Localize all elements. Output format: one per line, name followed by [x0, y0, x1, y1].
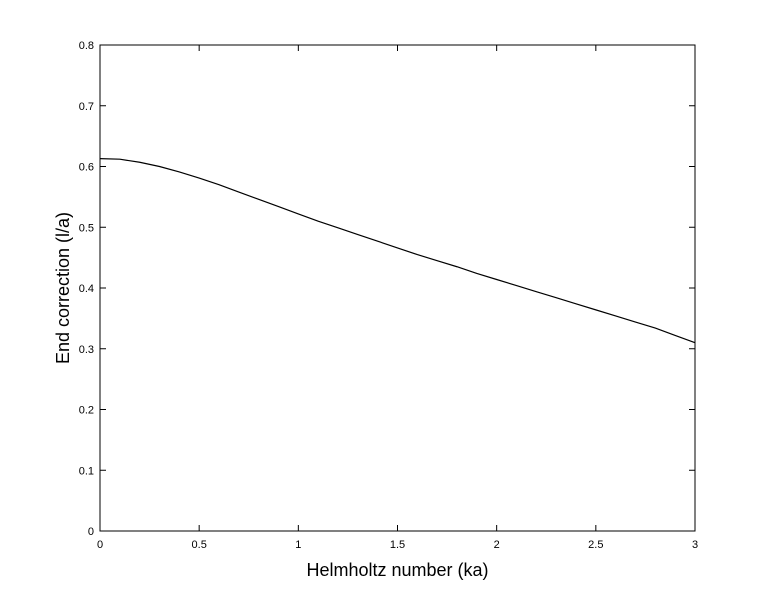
y-tick-label: 0.7: [79, 101, 94, 113]
plot-layer: [99, 158, 696, 344]
x-axis-label: Helmholtz number (ka): [306, 560, 488, 580]
x-tick-label: 2: [494, 539, 500, 551]
y-tick-label: 0.6: [79, 162, 94, 174]
x-tick-label: 2.5: [588, 539, 603, 551]
y-tick-label: 0.8: [79, 40, 94, 52]
y-tick-label: 0: [88, 526, 94, 538]
labels-layer: Helmholtz number (ka) End correction (l/…: [53, 212, 489, 580]
y-tick-label: 0.2: [79, 405, 94, 417]
x-tick-label: 1: [295, 539, 301, 551]
y-axis-label: End correction (l/a): [53, 212, 73, 364]
y-tick-label: 0.1: [79, 465, 94, 477]
ticks-layer: 0 0.5 1 1.5 2 2.5 3 0 0.1 0.2 0.3 0.4 0.5 0.6 0.7 0.8: [79, 40, 698, 551]
plot-frame: [99, 44, 696, 532]
x-tick-label: 1.5: [390, 539, 405, 551]
y-tick-label: 0.5: [79, 222, 94, 234]
x-tick-label: 0.5: [192, 539, 207, 551]
x-tick-label: 0: [97, 539, 103, 551]
y-tick-label: 0.3: [79, 344, 94, 356]
x-tick-label: 3: [692, 539, 698, 551]
series-line: [99, 158, 696, 344]
y-tick-label: 0.4: [79, 283, 94, 295]
